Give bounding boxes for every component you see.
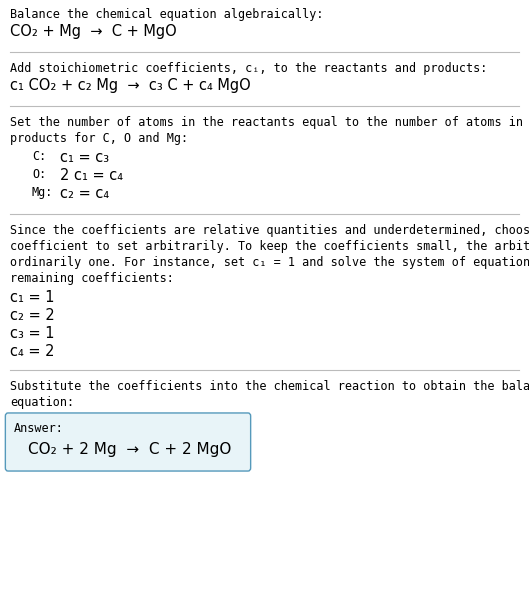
Text: Add stoichiometric coefficients, cᵢ, to the reactants and products:: Add stoichiometric coefficients, cᵢ, to … xyxy=(10,62,487,75)
Text: CO₂ + 2 Mg  →  C + 2 MgO: CO₂ + 2 Mg → C + 2 MgO xyxy=(28,442,231,457)
Text: c₁ = 1: c₁ = 1 xyxy=(10,290,54,305)
Text: c₄ = 2: c₄ = 2 xyxy=(10,344,54,359)
Text: CO₂ + Mg  →  C + MgO: CO₂ + Mg → C + MgO xyxy=(10,24,177,39)
Text: Substitute the coefficients into the chemical reaction to obtain the balanced: Substitute the coefficients into the che… xyxy=(10,380,529,393)
Text: c₁ CO₂ + c₂ Mg  →  c₃ C + c₄ MgO: c₁ CO₂ + c₂ Mg → c₃ C + c₄ MgO xyxy=(10,78,251,93)
Text: remaining coefficients:: remaining coefficients: xyxy=(10,272,174,285)
Text: products for C, O and Mg:: products for C, O and Mg: xyxy=(10,132,188,145)
Text: equation:: equation: xyxy=(10,396,74,409)
Text: Balance the chemical equation algebraically:: Balance the chemical equation algebraica… xyxy=(10,8,324,21)
Text: C:: C: xyxy=(32,150,46,163)
Text: Set the number of atoms in the reactants equal to the number of atoms in the: Set the number of atoms in the reactants… xyxy=(10,116,529,129)
Text: 2 c₁ = c₄: 2 c₁ = c₄ xyxy=(60,168,123,183)
Text: c₂ = c₄: c₂ = c₄ xyxy=(60,186,109,201)
Text: c₃ = 1: c₃ = 1 xyxy=(10,326,54,341)
Text: Since the coefficients are relative quantities and underdetermined, choose a: Since the coefficients are relative quan… xyxy=(10,224,529,237)
Text: ordinarily one. For instance, set c₁ = 1 and solve the system of equations for t: ordinarily one. For instance, set c₁ = 1… xyxy=(10,256,529,269)
Text: Mg:: Mg: xyxy=(32,186,53,199)
Text: c₂ = 2: c₂ = 2 xyxy=(10,308,54,323)
Text: O:: O: xyxy=(32,168,46,181)
Text: coefficient to set arbitrarily. To keep the coefficients small, the arbitrary va: coefficient to set arbitrarily. To keep … xyxy=(10,240,529,253)
Text: c₁ = c₃: c₁ = c₃ xyxy=(60,150,109,165)
Text: Answer:: Answer: xyxy=(14,422,64,435)
